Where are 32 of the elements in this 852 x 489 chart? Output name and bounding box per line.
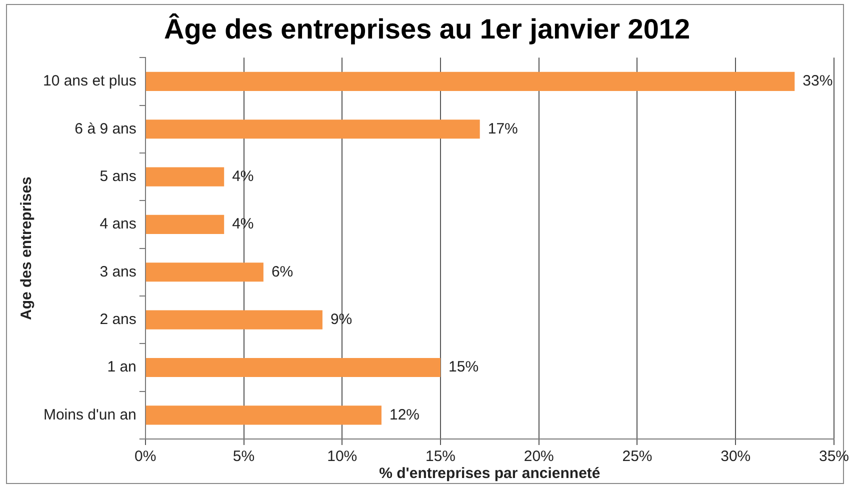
bar: [146, 310, 322, 330]
bar: [146, 120, 480, 139]
chart-title: Âge des entreprises au 1er janvier 2012: [164, 12, 690, 45]
data-label: 17%: [488, 120, 518, 138]
data-label: 33%: [802, 72, 833, 90]
bar: [146, 167, 224, 186]
x-tick-label: 20%: [524, 448, 554, 466]
x-tick-label: 0%: [134, 448, 156, 466]
bar: [146, 262, 264, 282]
data-label: 6%: [271, 263, 294, 280]
bar: [146, 72, 795, 91]
x-tick-label: 10%: [327, 448, 358, 466]
y-tick-label: 6 à 9 ans: [74, 120, 136, 138]
y-tick-label: 5 ans: [100, 168, 136, 185]
x-axis-title: % d'entreprises par ancienneté: [379, 465, 600, 482]
y-tick-label: 10 ans et plus: [42, 72, 136, 90]
y-tick-label: Moins d'un an: [43, 406, 136, 424]
y-tick-label: 2 ans: [100, 310, 136, 328]
x-tick-label: 35%: [818, 448, 850, 466]
bar: [146, 358, 441, 378]
y-tick-label: 1 an: [107, 358, 136, 376]
bar: [146, 406, 382, 425]
x-tick-label: 30%: [720, 448, 751, 466]
x-tick-label: 5%: [232, 448, 255, 466]
bar: [146, 214, 224, 234]
x-tick-label: 25%: [622, 448, 652, 466]
y-tick-label: 4 ans: [100, 216, 136, 233]
data-label: 15%: [448, 358, 479, 376]
y-tick-label: 3 ans: [100, 263, 136, 280]
x-tick-label: 15%: [425, 448, 456, 466]
y-axis-title: Age des entreprises: [18, 176, 36, 320]
data-label: 12%: [389, 406, 420, 424]
